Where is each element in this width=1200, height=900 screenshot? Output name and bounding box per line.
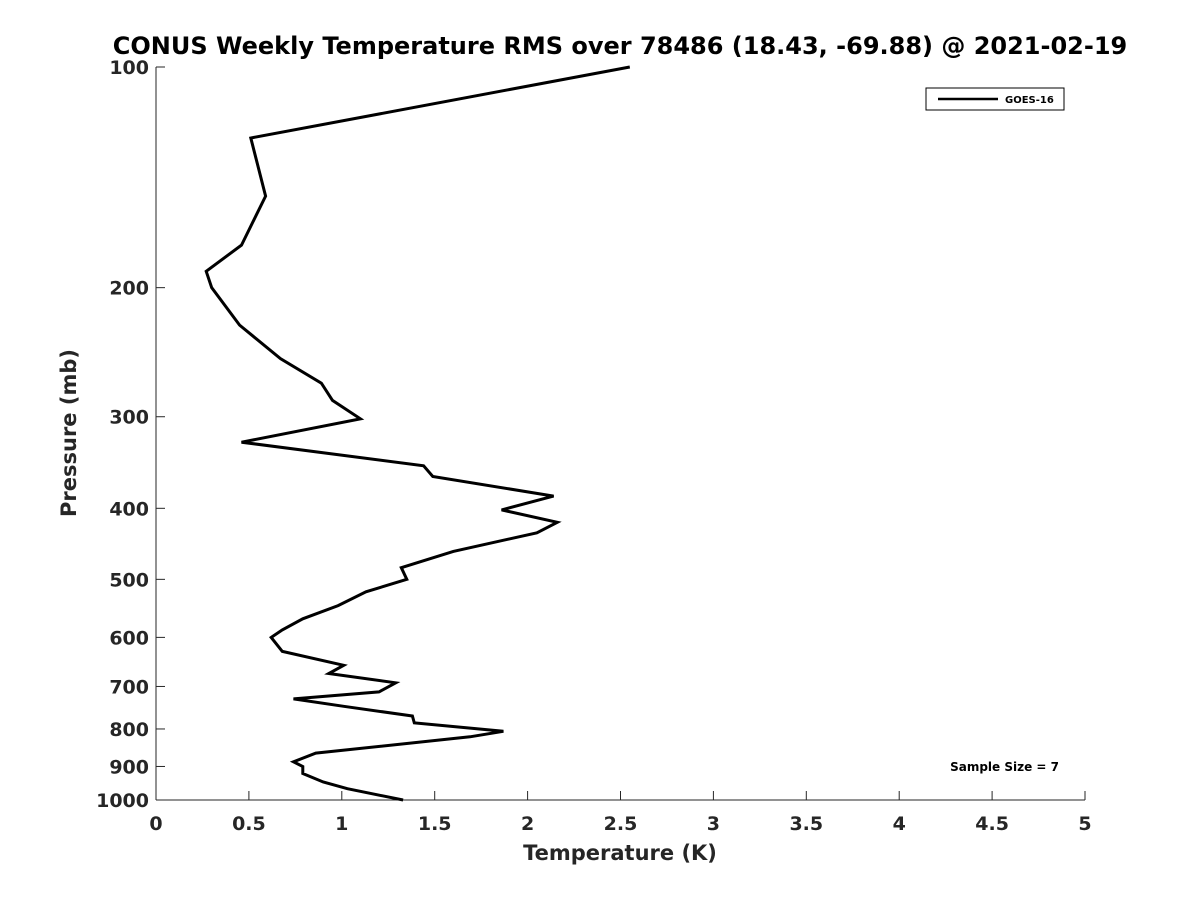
y-tick-label: 400 xyxy=(109,498,149,520)
x-axis-label: Temperature (K) xyxy=(523,841,717,865)
y-tick-label: 200 xyxy=(109,278,149,300)
x-tick-label: 5 xyxy=(1078,813,1091,835)
x-tick-label: 2 xyxy=(521,813,534,835)
y-axis-label: Pressure (mb) xyxy=(57,349,81,517)
y-tick-label: 1000 xyxy=(96,790,149,812)
y-tick-label: 300 xyxy=(109,407,149,429)
x-tick-label: 1 xyxy=(335,813,348,835)
y-tick-label: 800 xyxy=(109,719,149,741)
x-tick-label: 1.5 xyxy=(418,813,452,835)
x-axis-ticks: 0 0.5 1 1.5 2 2.5 3 3.5 4 4.5 5 xyxy=(149,791,1092,835)
legend-label-goes16: GOES-16 xyxy=(1005,95,1054,106)
legend: GOES-16 xyxy=(925,87,1065,111)
x-tick-label: 0 xyxy=(149,813,162,835)
x-tick-label: 3 xyxy=(707,813,720,835)
y-tick-label: 100 xyxy=(109,57,149,79)
sample-size-annotation: Sample Size = 7 xyxy=(950,760,1059,774)
x-tick-label: 0.5 xyxy=(232,813,266,835)
x-tick-label: 3.5 xyxy=(789,813,823,835)
y-tick-label: 700 xyxy=(109,676,149,698)
y-tick-label: 500 xyxy=(109,569,149,591)
y-tick-label: 600 xyxy=(109,627,149,649)
series-line-goes-16 xyxy=(204,65,631,802)
series-layer xyxy=(204,65,631,802)
x-tick-label: 2.5 xyxy=(604,813,638,835)
x-tick-label: 4.5 xyxy=(975,813,1009,835)
y-tick-label: 900 xyxy=(109,756,149,778)
chart-title: CONUS Weekly Temperature RMS over 78486 … xyxy=(113,32,1127,60)
x-tick-label: 4 xyxy=(893,813,906,835)
y-axis-ticks: 100 200 300 400 500 600 700 800 900 1000 xyxy=(96,57,165,812)
